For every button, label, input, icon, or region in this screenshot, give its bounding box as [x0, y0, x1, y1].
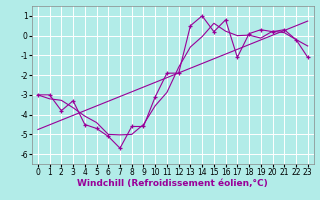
X-axis label: Windchill (Refroidissement éolien,°C): Windchill (Refroidissement éolien,°C) [77, 179, 268, 188]
